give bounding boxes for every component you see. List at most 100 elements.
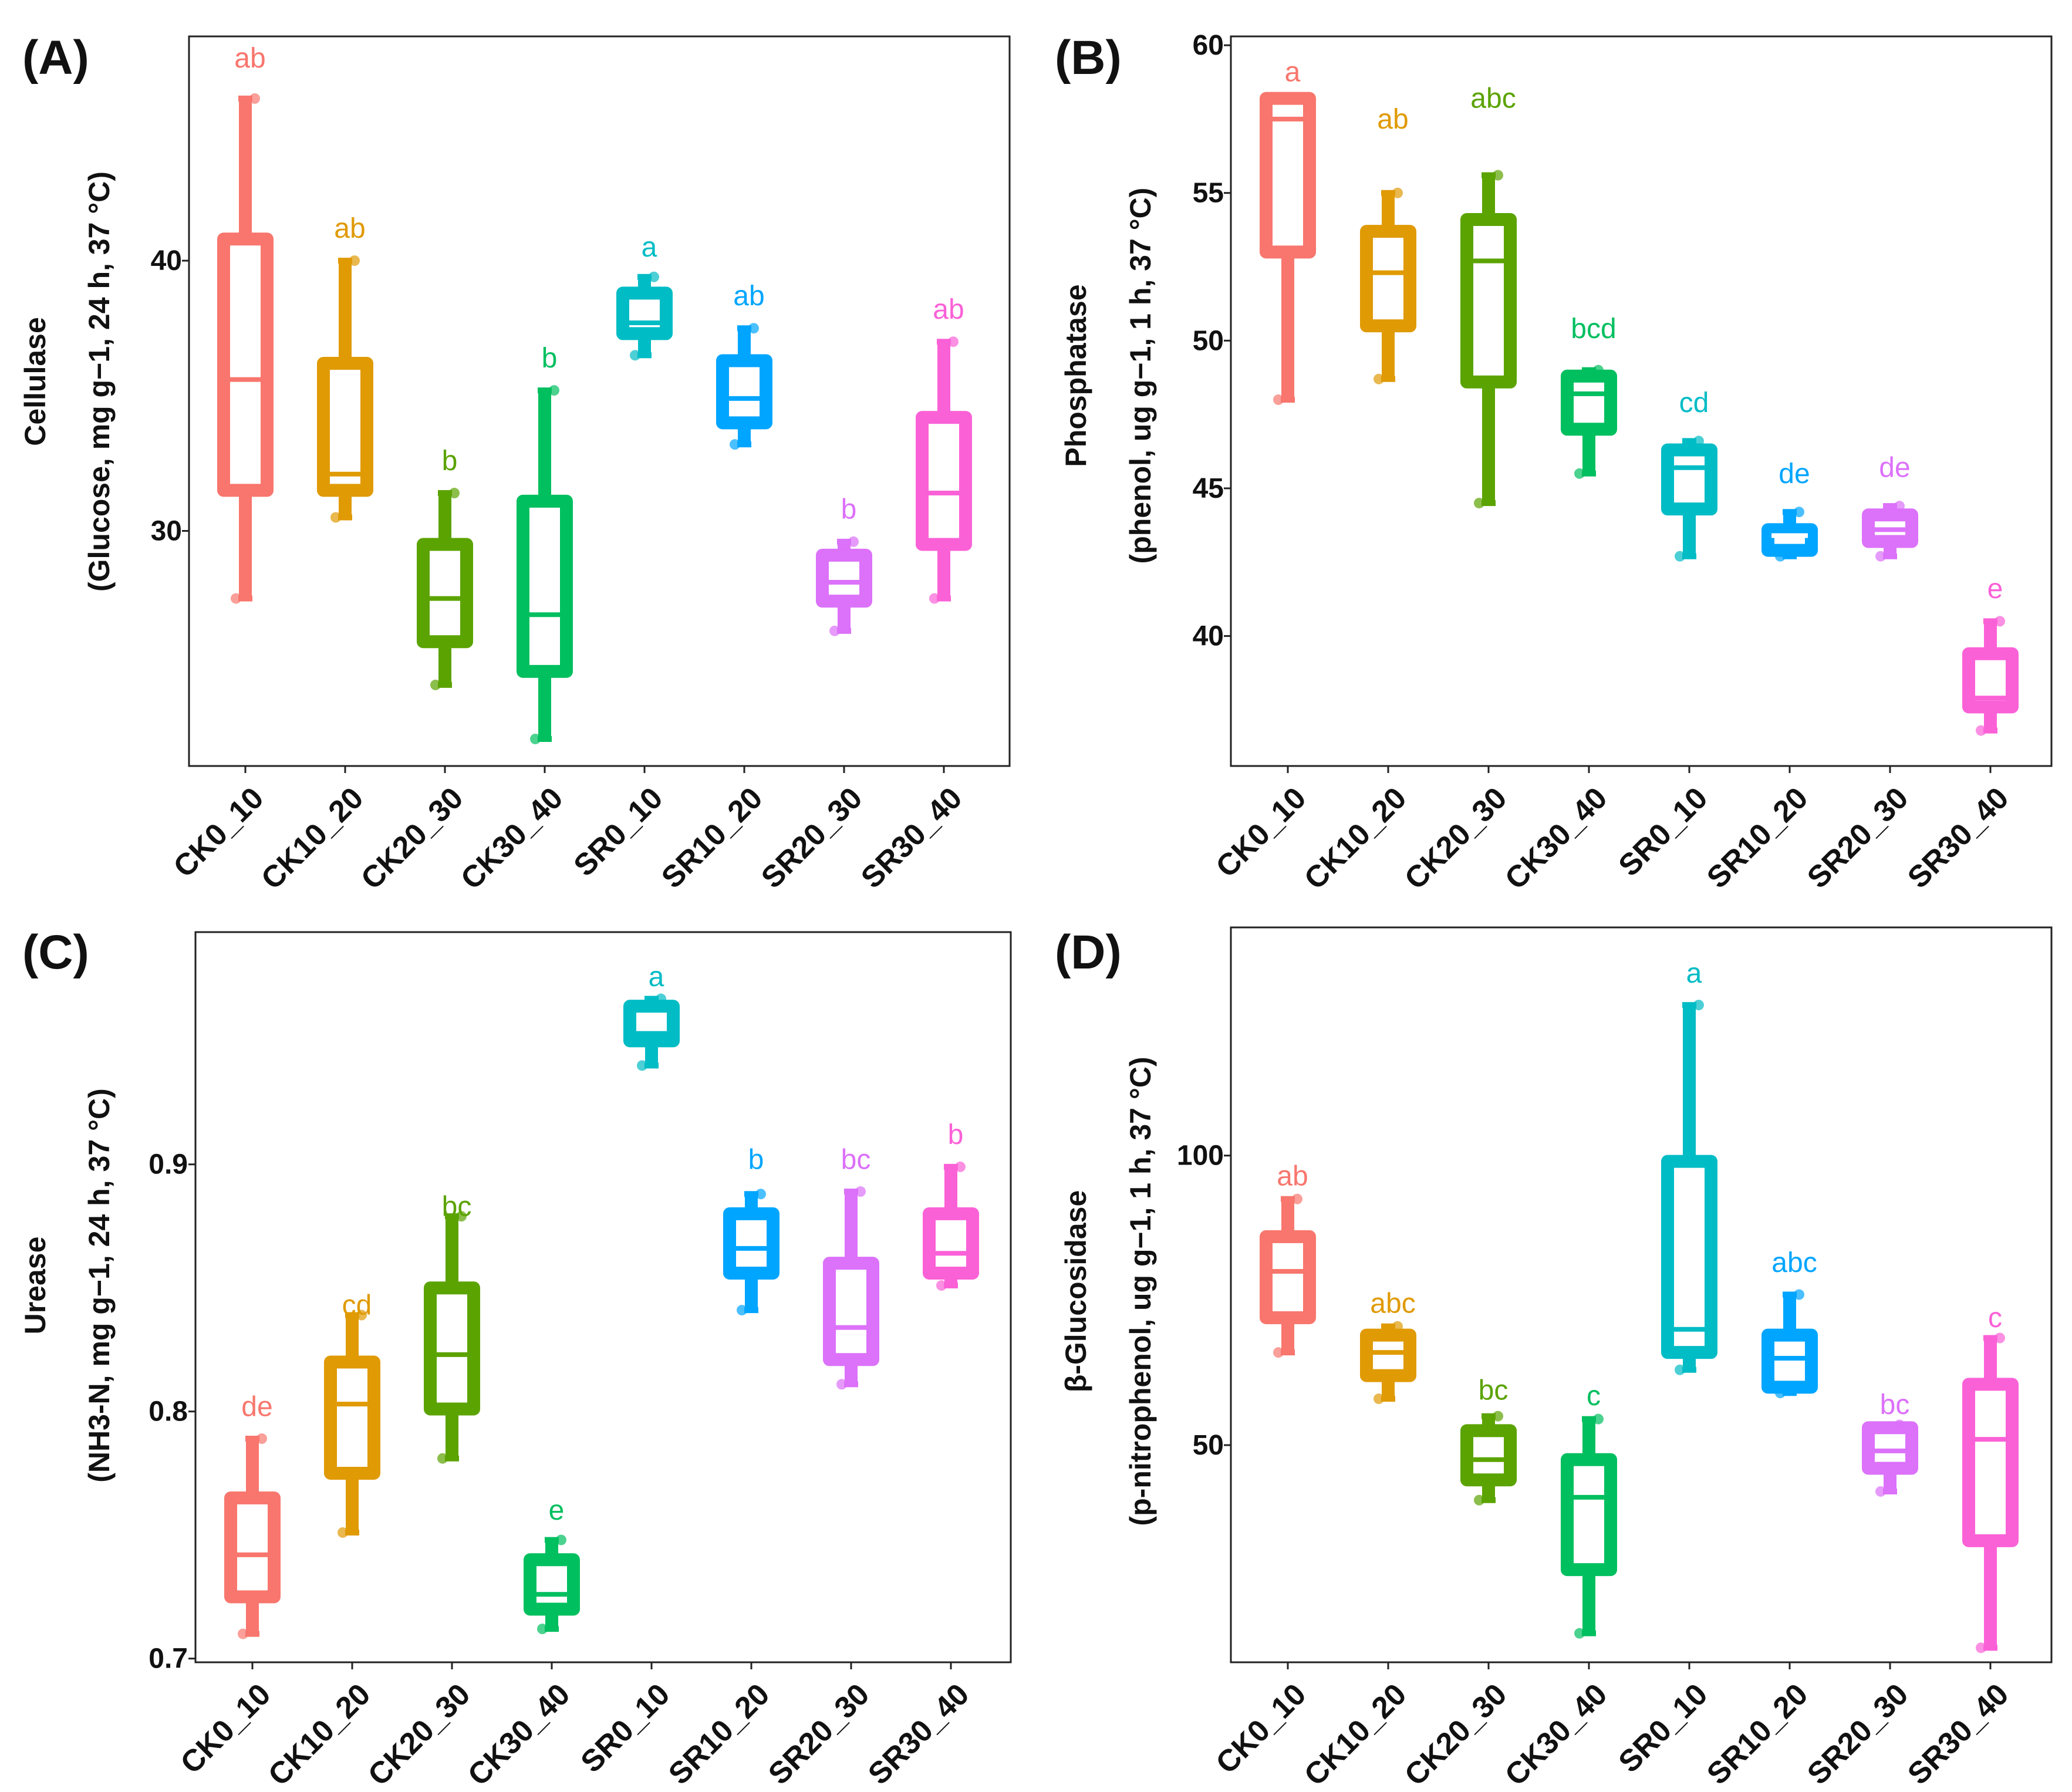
p0-point-min-4 [630,350,640,361]
p0-iqr-box-1 [317,357,373,497]
p1-point-max-6 [1894,501,1905,512]
panel-c-label: (C) [22,926,89,979]
p1-iqr-box-1 [1360,225,1416,333]
p1-ytick-label-0: 40 [1193,621,1224,652]
p3-point-min-5 [1775,1388,1786,1399]
p0-iqr-box-6 [816,548,872,608]
p1-point-min-1 [1374,373,1384,384]
p0-point-min-1 [330,512,341,523]
panel-d-plot: 50100CK0_10abCK10_20abcCK20_30bcCK30_40c… [1177,958,2019,1792]
panel-c-frame [194,931,1012,1663]
p0-point-min-3 [530,733,541,744]
p3-iqr-box-0 [1260,1230,1316,1324]
p2-sig-letter-4: a [649,961,664,993]
p2-box-SR0_10 [623,993,680,1071]
p0-xtick-label-7: SR30_40 [855,781,968,895]
p1-sig-letter-0: a [1285,56,1301,87]
p2-ytick-label-0: 0.7 [149,1643,188,1675]
p1-box-CK10_20 [1360,187,1416,384]
p0-point-max-2 [449,488,460,499]
p0-box-SR30_40 [916,336,972,604]
p3-point-min-7 [1976,1642,1986,1653]
p1-sig-letter-2: abc [1470,83,1516,114]
p0-xtick-label-6: SR20_30 [755,781,869,895]
p3-point-min-1 [1374,1393,1384,1405]
p1-point-max-3 [1593,365,1604,376]
p2-iqr-box-3 [524,1553,580,1616]
panel-a-ylabel-name: Cellulase [19,317,52,446]
p2-xtick-label-5: SR10_20 [662,1677,776,1791]
p1-point-min-3 [1574,468,1585,479]
p1-sig-letter-7: e [1987,573,2003,605]
p1-point-max-1 [1392,187,1403,198]
p3-point-max-6 [1894,1419,1905,1430]
p1-box-CK0_10 [1260,92,1316,405]
panel-b-label: (B) [1055,31,1122,85]
p1-sig-letter-3: bcd [1571,313,1616,345]
p0-xtick-label-5: SR10_20 [655,781,769,895]
p2-iqr-box-2 [424,1281,480,1416]
panel-d-frame [1230,926,2053,1663]
p3-point-max-0 [1292,1193,1302,1204]
p1-ytick-label-4: 60 [1193,30,1224,61]
p0-ytick-label-0: 30 [151,515,182,546]
p2-point-max-4 [656,993,666,1004]
p0-sig-letter-5: ab [733,281,764,312]
p3-box-SR20_30 [1862,1419,1918,1497]
p1-ytick-label-1: 45 [1193,473,1224,504]
p3-iqr-box-5 [1761,1328,1818,1394]
p3-point-min-2 [1474,1494,1484,1506]
panel-c-ylabel-units: (NH3-N, mg g−1, 24 h, 37 °C) [83,1088,116,1483]
p2-ytick-label-2: 0.9 [149,1149,188,1180]
p0-sig-letter-1: ab [334,213,365,244]
p2-ytick-label-1: 0.8 [149,1396,188,1427]
p3-iqr-box-1 [1360,1328,1416,1382]
p2-sig-letter-3: e [549,1495,565,1526]
p3-sig-letter-4: a [1686,958,1702,989]
p3-xtick-label-4: SR0_10 [1612,1677,1715,1779]
p3-sig-letter-7: c [1988,1302,2002,1334]
p1-xtick-label-2: CK20_30 [1398,781,1513,896]
panel-c-ylabel-name: Urease [19,1237,52,1335]
p2-xtick-label-1: CK10_20 [262,1677,377,1792]
p2-point-max-3 [556,1534,566,1545]
p2-iqr-box-6 [823,1257,879,1366]
p1-iqr-box-6 [1862,508,1918,548]
p1-box-SR0_10 [1661,436,1717,562]
p2-sig-letter-5: b [748,1144,764,1175]
p1-ytick-label-2: 50 [1193,325,1224,356]
p2-xtick-label-7: SR30_40 [862,1677,976,1791]
p2-box-CK10_20 [324,1310,380,1538]
p2-box-CK0_10 [224,1433,281,1639]
p1-point-min-0 [1273,394,1284,405]
panel-a-frame [188,35,1011,767]
p0-point-min-7 [929,593,940,604]
p2-xtick-label-4: SR0_10 [575,1677,677,1779]
p3-xtick-label-3: CK30_40 [1499,1677,1614,1792]
p0-sig-letter-0: ab [234,43,265,74]
p3-xtick-label-7: SR30_40 [1901,1677,2015,1791]
p2-sig-letter-6: bc [841,1144,871,1175]
p2-point-max-2 [456,1211,467,1222]
p0-point-min-5 [730,439,740,450]
p2-point-max-5 [755,1189,766,1200]
p1-iqr-box-4 [1661,443,1717,516]
p3-point-min-0 [1273,1347,1284,1358]
p2-iqr-box-7 [923,1207,979,1280]
p0-box-SR20_30 [816,536,872,636]
p1-point-min-2 [1474,498,1484,509]
p2-box-SR30_40 [923,1161,979,1291]
p3-point-max-2 [1493,1410,1503,1422]
p0-iqr-box-5 [716,354,772,430]
p0-point-max-6 [848,536,859,547]
p1-point-max-0 [1292,93,1302,104]
panel-c-plot: 0.7 0.8 0.9 CK0_10 de CK10_20 cd CK20_30 bc CK30_… [149,961,979,1792]
p1-point-min-5 [1775,551,1786,562]
p3-point-max-7 [1995,1332,2005,1344]
p0-point-max-0 [249,93,260,104]
p1-iqr-box-2 [1460,213,1517,389]
p1-sig-letter-4: cd [1679,387,1709,419]
p1-point-max-7 [1995,616,2005,627]
p2-box-SR10_20 [723,1189,779,1316]
panel-b-ylabel-units: (phenol, ug g−1, 1 h, 37 °C) [1124,188,1157,564]
